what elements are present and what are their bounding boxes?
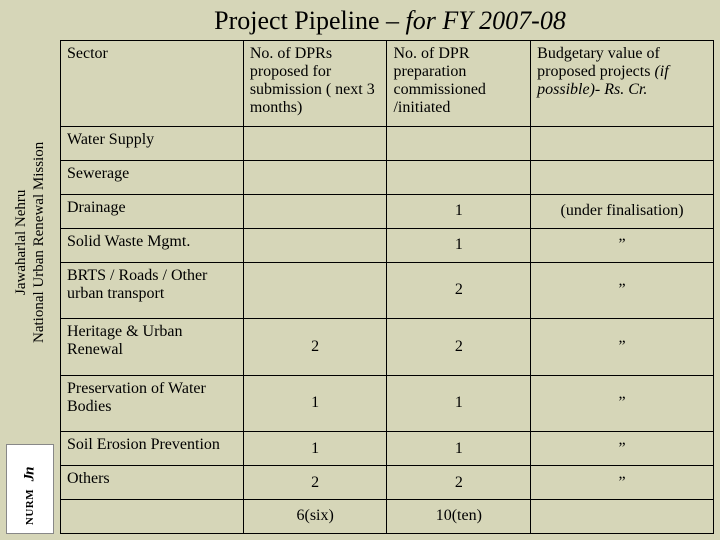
cell-c2	[243, 228, 387, 262]
cell-sector: Drainage	[61, 194, 244, 228]
table-row: Heritage & Urban Renewal 2 2 ”	[61, 319, 714, 376]
cell-sector: Soil Erosion Prevention	[61, 432, 244, 466]
header-budgetary: Budgetary value of proposed projects (if…	[531, 41, 714, 127]
header-dpr-commissioned: No. of DPR preparation commissioned /ini…	[387, 41, 531, 127]
cell-sector: Others	[61, 466, 244, 500]
cell-sector-blank	[61, 499, 244, 533]
cell-c2	[243, 194, 387, 228]
sidebar-label: Jawaharlal Nehru National Urban Renewal …	[12, 40, 48, 444]
cell-c2	[243, 127, 387, 161]
sidebar-line2: National Urban Renewal Mission	[31, 141, 47, 342]
table-header-row: Sector No. of DPRs proposed for submissi…	[61, 41, 714, 127]
cell-c3: 1	[387, 375, 531, 432]
title-plain: Project Pipeline –	[214, 6, 405, 35]
logo-nurm: NURM	[24, 488, 36, 524]
cell-c3: 2	[387, 319, 531, 376]
cell-c4	[531, 127, 714, 161]
cell-c3: 2	[387, 466, 531, 500]
sidebar: Jawaharlal Nehru National Urban Renewal …	[4, 40, 56, 536]
cell-c2	[243, 160, 387, 194]
cell-c4: ”	[531, 375, 714, 432]
cell-c3	[387, 127, 531, 161]
sidebar-line1: Jawaharlal Nehru	[13, 189, 29, 294]
cell-c2: 1	[243, 432, 387, 466]
table-row: Soil Erosion Prevention 1 1 ”	[61, 432, 714, 466]
table-row: Water Supply	[61, 127, 714, 161]
cell-sector: Water Supply	[61, 127, 244, 161]
cell-c3: 1	[387, 194, 531, 228]
cell-c4: ”	[531, 466, 714, 500]
table-row: Others 2 2 ”	[61, 466, 714, 500]
cell-c2: 1	[243, 375, 387, 432]
table-row: Solid Waste Mgmt. 1 ”	[61, 228, 714, 262]
pipeline-table: Sector No. of DPRs proposed for submissi…	[60, 40, 714, 534]
cell-sector: Sewerage	[61, 160, 244, 194]
table-row: BRTS / Roads / Other urban transport 2 ”	[61, 262, 714, 319]
cell-sector: Preservation of Water Bodies	[61, 375, 244, 432]
page-title: Project Pipeline – for FY 2007-08	[0, 0, 720, 40]
cell-sector: Solid Waste Mgmt.	[61, 228, 244, 262]
cell-total-c3: 10(ten)	[387, 499, 531, 533]
table-totals-row: 6(six) 10(ten)	[61, 499, 714, 533]
cell-c4: ”	[531, 319, 714, 376]
cell-c4: ”	[531, 432, 714, 466]
table-row: Drainage 1 (under finalisation)	[61, 194, 714, 228]
cell-c2	[243, 262, 387, 319]
cell-total-c4	[531, 499, 714, 533]
cell-c4: (under finalisation)	[531, 194, 714, 228]
cell-sector: Heritage & Urban Renewal	[61, 319, 244, 376]
cell-c2: 2	[243, 319, 387, 376]
cell-c3: 1	[387, 228, 531, 262]
cell-c3	[387, 160, 531, 194]
logo-jn: Jn	[22, 467, 39, 481]
table-row: Preservation of Water Bodies 1 1 ”	[61, 375, 714, 432]
cell-c4	[531, 160, 714, 194]
pipeline-table-wrap: Sector No. of DPRs proposed for submissi…	[60, 40, 714, 534]
cell-total-c2: 6(six)	[243, 499, 387, 533]
header-sector: Sector	[61, 41, 244, 127]
cell-c2: 2	[243, 466, 387, 500]
cell-sector: BRTS / Roads / Other urban transport	[61, 262, 244, 319]
cell-c3: 1	[387, 432, 531, 466]
table-row: Sewerage	[61, 160, 714, 194]
cell-c4: ”	[531, 262, 714, 319]
header-dprs-proposed: No. of DPRs proposed for submission ( ne…	[243, 41, 387, 127]
cell-c3: 2	[387, 262, 531, 319]
nurm-logo: Jn NURM	[6, 444, 54, 534]
cell-c4: ”	[531, 228, 714, 262]
title-italic: for FY 2007-08	[406, 6, 566, 35]
